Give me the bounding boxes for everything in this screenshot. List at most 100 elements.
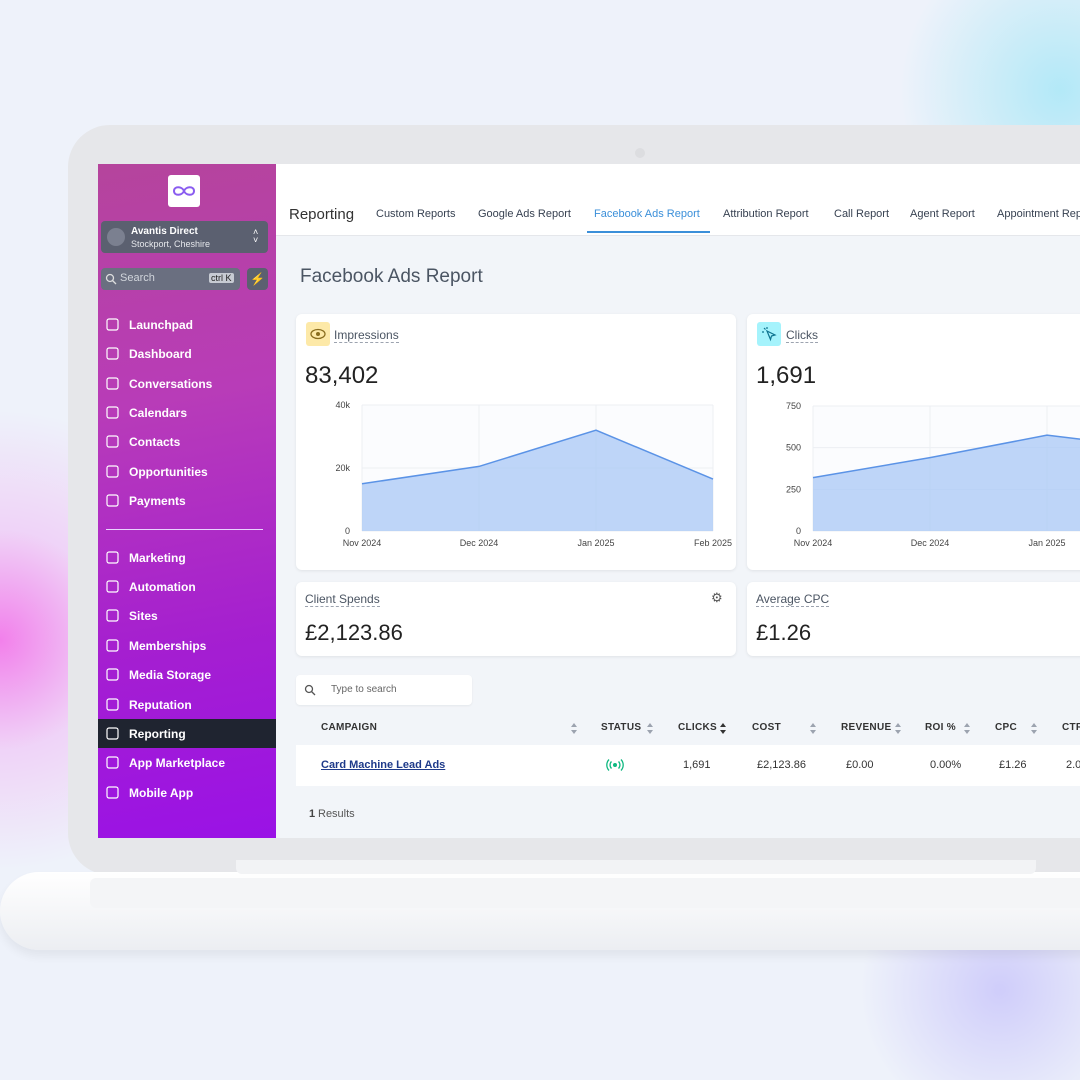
account-switcher[interactable]: Avantis Direct Stockport, Cheshire ˄ ˅ — [101, 221, 268, 253]
nav-item[interactable]: Contacts — [98, 427, 276, 456]
table-search[interactable]: Type to search — [296, 675, 472, 705]
table-search-placeholder: Type to search — [331, 684, 397, 695]
area — [362, 430, 713, 531]
nav-item[interactable]: Dashboard — [98, 339, 276, 368]
tab[interactable]: Facebook Ads Report — [594, 208, 700, 220]
nav-icon — [106, 668, 119, 681]
metric-label: Impressions — [334, 328, 399, 343]
nav-item[interactable]: Mobile App — [98, 778, 276, 807]
settings-icon[interactable]: ⚙ — [711, 590, 723, 605]
nav-item[interactable]: App Marketplace — [98, 748, 276, 777]
metric-label: Client Spends — [305, 592, 380, 607]
nav-label: Calendars — [129, 406, 188, 420]
y-tick-label: 250 — [786, 484, 801, 494]
nav-icon — [106, 609, 119, 622]
column-header[interactable]: ROI % — [925, 722, 956, 733]
x-tick-label: Jan 2025 — [577, 538, 614, 548]
nav-item[interactable]: Calendars — [98, 398, 276, 427]
column-header[interactable]: REVENUE — [841, 722, 892, 733]
hinge — [236, 860, 1036, 874]
metric-value: £2,123.86 — [305, 620, 403, 645]
table-cell: 1,691 — [683, 759, 711, 771]
y-tick-label: 750 — [786, 401, 801, 411]
average-cpc-card — [747, 582, 1080, 656]
tab[interactable]: Agent Report — [910, 208, 975, 220]
nav-label: Conversations — [129, 377, 213, 391]
nav-item[interactable]: Payments — [98, 486, 276, 515]
nav-icon — [106, 377, 119, 390]
tab[interactable]: Call Report — [834, 208, 890, 220]
search-placeholder: Search — [120, 272, 155, 284]
nav-item[interactable]: Media Storage — [98, 660, 276, 689]
chevrons: ˄ ˅ — [253, 227, 259, 245]
nav-item[interactable]: Launchpad — [98, 310, 276, 339]
campaign-link[interactable]: Card Machine Lead Ads — [321, 759, 446, 771]
nav-item[interactable]: Conversations — [98, 369, 276, 398]
nav-icon — [106, 639, 119, 652]
line — [812, 434, 1080, 479]
sort-icon — [647, 723, 653, 734]
nav-icon — [106, 494, 119, 507]
column-header[interactable]: CLICKS — [678, 722, 718, 733]
account-avatar — [107, 228, 125, 246]
table-row-bg — [296, 745, 1080, 786]
y-tick-label: 40k — [335, 400, 350, 410]
keyboard-area — [90, 878, 1080, 908]
nav-item[interactable]: Automation — [98, 572, 276, 601]
sort-icon — [1031, 723, 1037, 734]
broadcast-icon — [606, 759, 624, 771]
table-search-icon — [304, 684, 316, 696]
nav-item[interactable]: Memberships — [98, 631, 276, 660]
quick-action[interactable]: ⚡ — [247, 268, 268, 290]
sort-icon — [810, 723, 816, 734]
sidebar-search[interactable]: Search ctrl K — [101, 268, 240, 290]
tab[interactable]: Google Ads Report — [478, 208, 571, 220]
status-icon — [606, 758, 624, 777]
sort-icon — [720, 723, 726, 734]
nav-label: Reputation — [129, 698, 192, 712]
nav-icon — [106, 727, 119, 740]
metric-value: 1,691 — [756, 362, 817, 389]
sidebar-divider — [106, 529, 263, 530]
nav-icon — [106, 698, 119, 711]
line — [361, 429, 714, 485]
nav-icon — [106, 318, 119, 331]
nav-label: Payments — [129, 494, 186, 508]
table-cell: £0.00 — [846, 759, 874, 771]
nav-label: Reporting — [129, 727, 186, 741]
column-header[interactable]: CPC — [995, 722, 1018, 733]
active-nav-bg — [98, 719, 276, 748]
x-tick-label: Nov 2024 — [794, 538, 833, 548]
nav-item[interactable]: Sites — [98, 601, 276, 630]
metric-label: Clicks — [786, 328, 818, 343]
nav-icon — [106, 756, 119, 769]
nav-label: Automation — [129, 580, 196, 594]
nav-label: Dashboard — [129, 347, 192, 361]
nav-item[interactable]: Marketing — [98, 543, 276, 572]
tab[interactable]: Attribution Report — [723, 208, 809, 220]
nav-icon — [106, 580, 119, 593]
nav-item[interactable]: Opportunities — [98, 457, 276, 486]
column-header[interactable]: CTR — [1062, 722, 1080, 733]
nav-item[interactable]: Reporting — [98, 719, 276, 748]
column-header[interactable]: CAMPAIGN — [321, 722, 378, 733]
table-cell: 0.00% — [930, 759, 962, 771]
x-tick-label: Nov 2024 — [343, 538, 382, 548]
nav-label: Media Storage — [129, 668, 212, 682]
metric-value: 83,402 — [305, 362, 379, 389]
nav-icon — [106, 347, 119, 360]
active-tab-underline — [587, 231, 710, 233]
tab[interactable]: Appointment Report — [997, 208, 1080, 220]
y-tick-label: 0 — [345, 526, 350, 536]
tab[interactable]: Custom Reports — [376, 208, 456, 220]
y-tick-label: 0 — [796, 526, 801, 536]
page-title: Facebook Ads Report — [300, 266, 483, 287]
column-header[interactable]: COST — [752, 722, 781, 733]
logo-icon — [172, 186, 196, 196]
column-header[interactable]: STATUS — [601, 722, 642, 733]
nav-item[interactable]: Reputation — [98, 690, 276, 719]
area — [813, 435, 1080, 531]
sort-icon — [895, 723, 901, 734]
